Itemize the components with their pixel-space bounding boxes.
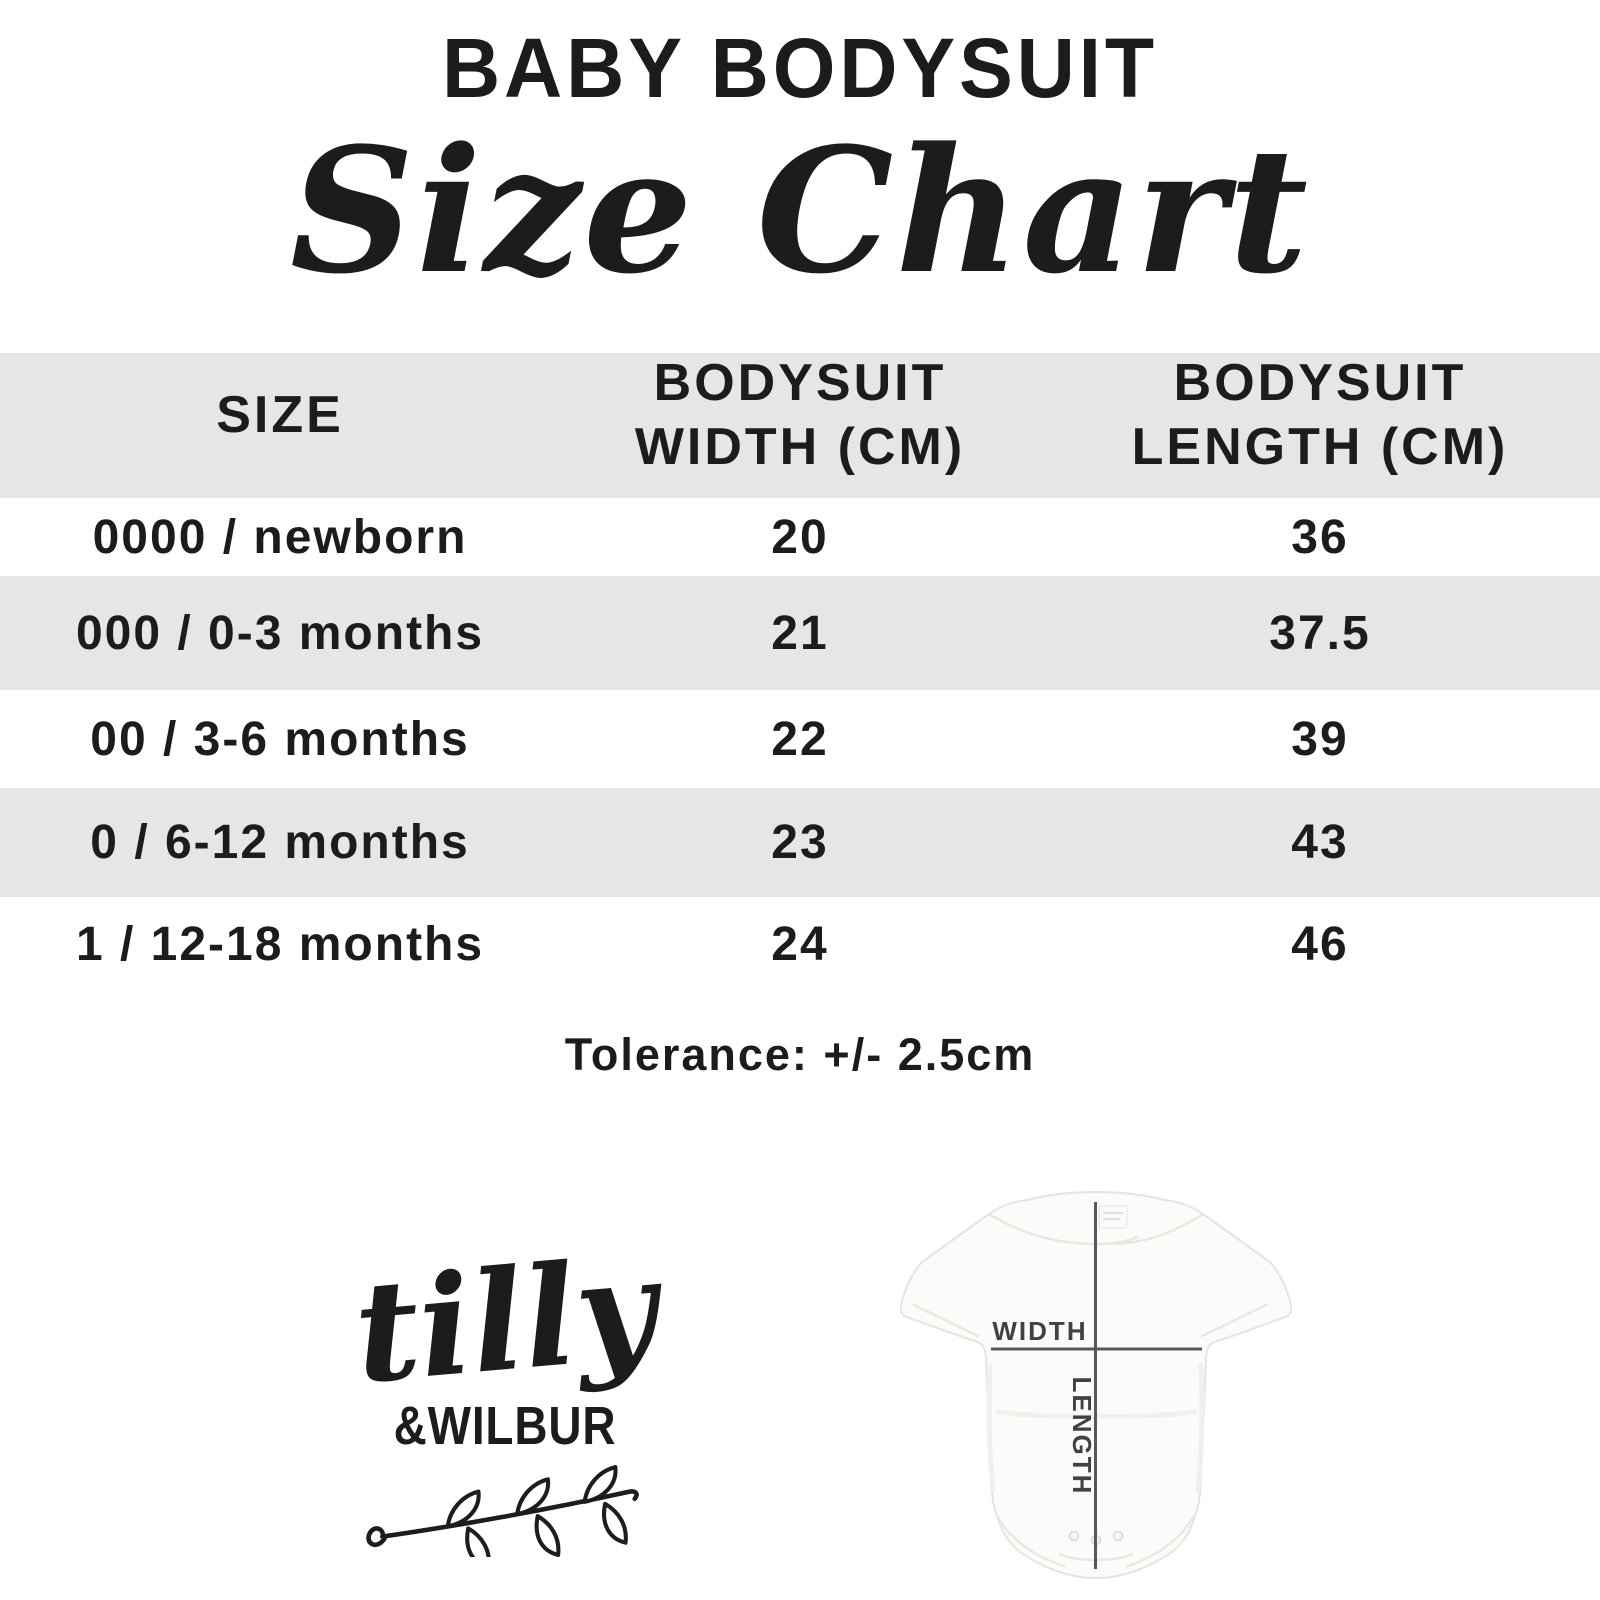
size-cell: 00 / 3-6 months xyxy=(90,712,470,766)
laurel-branch-icon xyxy=(366,1464,639,1569)
width-cell: 20 xyxy=(771,510,829,564)
right-leg-cuff-seam xyxy=(1125,1514,1196,1568)
size-cell: 1 / 12-18 months xyxy=(75,918,485,971)
size-cell: 000 / 0-3 months xyxy=(75,606,485,660)
header-width-line1: BODYSUIT xyxy=(653,354,947,413)
page-title: BABY BODYSUIT xyxy=(441,21,1159,115)
length-cell: 43 xyxy=(1291,816,1349,869)
header-cell-size: SIZE xyxy=(216,385,344,444)
leaf-icon xyxy=(515,1476,551,1516)
brand-name-caps: &WILBUR xyxy=(393,1395,617,1456)
leaf-icon xyxy=(534,1513,561,1557)
length-cell: 39 xyxy=(1291,712,1349,766)
neckline-left-flap xyxy=(987,1212,1140,1246)
header-length-line2: LENGTH (CM) xyxy=(1131,417,1509,476)
branch-curl xyxy=(366,1525,387,1547)
snap-icon xyxy=(1068,1530,1080,1542)
snap-icon xyxy=(1112,1530,1124,1542)
neck-tag-text-lines xyxy=(1103,1212,1123,1220)
width-cell: 21 xyxy=(771,606,829,660)
table-row: 1 / 12-18 months 24 46 xyxy=(0,897,1600,992)
header-cell-length: BODYSUIT LENGTH (CM) xyxy=(1040,352,1600,479)
tolerance-note: Tolerance: +/- 2.5cm xyxy=(564,1029,1036,1080)
brand-name-script: tilly xyxy=(348,1226,663,1415)
right-sleeve-hem xyxy=(1200,1303,1268,1338)
table-row: 000 / 0-3 months 21 37.5 xyxy=(0,576,1600,690)
left-side-shadow xyxy=(986,1362,996,1493)
width-cell: 22 xyxy=(771,712,829,766)
branch-stem xyxy=(380,1488,639,1539)
header-width-line2: WIDTH (CM) xyxy=(634,417,966,476)
table-row: 0 / 6-12 months 23 43 xyxy=(0,788,1600,897)
neck-tag xyxy=(1098,1205,1128,1229)
left-leg-cuff-seam xyxy=(995,1514,1066,1568)
table-row: 0000 / newborn 20 36 xyxy=(0,498,1600,576)
length-label: LENGTH xyxy=(1067,1377,1097,1496)
width-cell: 23 xyxy=(771,816,829,869)
neckline-right-flap xyxy=(1112,1212,1205,1246)
header-cell-width: BODYSUIT WIDTH (CM) xyxy=(560,352,1040,479)
width-cell: 24 xyxy=(771,918,829,971)
leaf-icon xyxy=(582,1464,618,1504)
length-cell: 46 xyxy=(1291,918,1349,971)
bodysuit-diagram: WIDTH LENGTH xyxy=(899,1190,1293,1580)
size-cell: 0000 / newborn xyxy=(92,510,468,564)
leaf-icon xyxy=(465,1525,491,1569)
left-sleeve-hem xyxy=(912,1303,980,1338)
leaf-icon xyxy=(602,1501,628,1545)
table-header-row: SIZE BODYSUIT WIDTH (CM) BODYSUIT LENGTH… xyxy=(0,353,1600,498)
width-label: WIDTH xyxy=(992,1316,1087,1346)
table-row: 00 / 3-6 months 22 39 xyxy=(0,690,1600,788)
length-cell: 37.5 xyxy=(1269,606,1371,660)
header-length-line1: BODYSUIT xyxy=(1173,354,1467,413)
leaf-icon xyxy=(445,1489,481,1528)
size-cell: 0 / 6-12 months xyxy=(90,816,470,869)
brand-logo: tilly &WILBUR xyxy=(348,1226,663,1569)
length-cell: 36 xyxy=(1291,510,1349,564)
right-side-shadow xyxy=(1195,1362,1205,1493)
page-subtitle-script: Size Chart xyxy=(289,109,1310,312)
